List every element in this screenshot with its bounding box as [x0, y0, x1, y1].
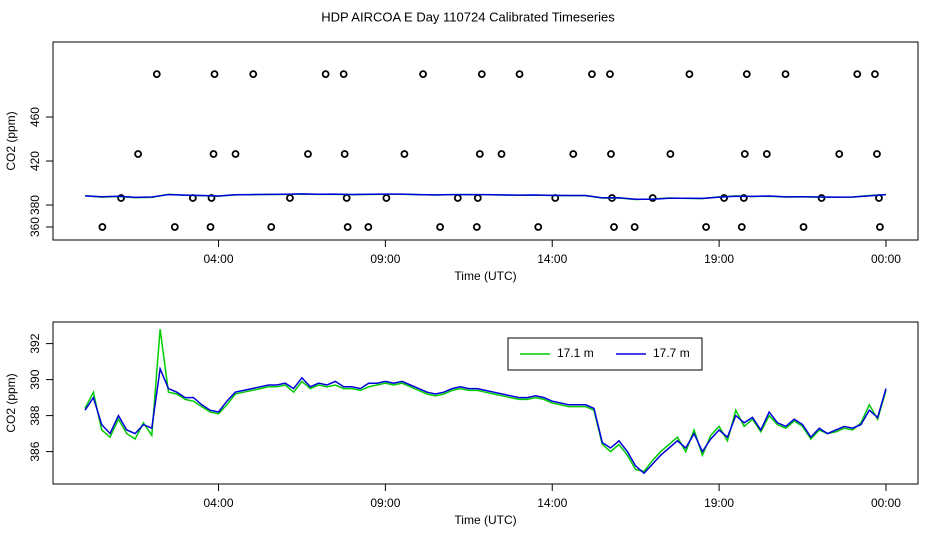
data-point	[475, 150, 484, 158]
data-point	[134, 150, 142, 158]
data-point	[497, 150, 506, 158]
data-point	[342, 194, 351, 202]
data-point	[648, 194, 657, 202]
data-point	[873, 150, 881, 158]
data-point	[473, 194, 482, 202]
data-point	[453, 194, 462, 202]
data-point	[152, 70, 161, 79]
legend-label: 17.7 m	[653, 346, 690, 360]
data-point	[606, 70, 614, 79]
y-tick-label: 420	[28, 151, 42, 171]
x-axis-label: Time (UTC)	[454, 269, 516, 283]
y-tick-label: 392	[28, 333, 42, 353]
data-point	[419, 70, 427, 79]
data-point	[267, 223, 276, 231]
data-point	[569, 150, 578, 158]
data-point	[286, 194, 294, 202]
data-point	[702, 223, 710, 231]
data-point	[588, 70, 596, 79]
data-point	[477, 70, 486, 79]
x-tick-label: 04:00	[204, 252, 234, 266]
data-point	[630, 223, 639, 231]
data-point	[739, 194, 748, 202]
data-point	[209, 150, 218, 158]
plot-frame	[52, 321, 919, 485]
x-tick-label: 09:00	[370, 252, 400, 266]
x-tick-label: 09:00	[370, 496, 400, 510]
data-point	[339, 70, 348, 79]
x-tick-label: 14:00	[537, 496, 567, 510]
y-tick-label: 388	[28, 405, 42, 425]
data-point	[231, 150, 240, 158]
x-tick-label: 00:00	[871, 252, 901, 266]
data-point	[515, 70, 524, 79]
data-line	[85, 193, 887, 201]
data-point	[666, 150, 675, 158]
data-point	[799, 223, 808, 231]
data-point	[737, 223, 746, 231]
y-axis-label: CO2 (ppm)	[4, 111, 18, 170]
data-point	[98, 223, 107, 231]
data-point	[742, 70, 751, 79]
data-point	[382, 194, 391, 202]
y-tick-label: 386	[28, 441, 42, 461]
data-point	[534, 223, 543, 231]
data-point	[304, 150, 312, 158]
data-point	[876, 223, 884, 231]
data-point	[364, 223, 373, 231]
data-point	[206, 223, 215, 231]
data-point	[607, 150, 615, 158]
x-tick-label: 04:00	[204, 496, 234, 510]
x-tick-label: 19:00	[704, 252, 734, 266]
data-point	[781, 70, 790, 79]
legend-label: 17.1 m	[557, 346, 594, 360]
data-point	[610, 223, 618, 231]
chart-title: HDP AIRCOA E Day 110724 Calibrated Times…	[321, 9, 615, 24]
data-point	[835, 150, 844, 158]
data-point	[210, 70, 219, 79]
data-point	[340, 150, 349, 158]
x-tick-label: 19:00	[704, 496, 734, 510]
data-line	[84, 366, 887, 475]
y-axis-label: CO2 (ppm)	[4, 373, 18, 432]
data-point	[343, 223, 352, 231]
x-tick-label: 00:00	[871, 496, 901, 510]
y-tick-label: 390	[28, 369, 42, 389]
y-tick-label: 360	[28, 217, 42, 237]
plot-frame	[52, 41, 919, 241]
data-point	[170, 223, 179, 231]
data-point	[685, 70, 694, 79]
data-point	[400, 150, 409, 158]
data-point	[871, 70, 879, 79]
data-line	[84, 329, 887, 473]
x-axis-label: Time (UTC)	[454, 513, 516, 527]
data-point	[762, 150, 771, 158]
data-point	[321, 70, 330, 79]
x-tick-label: 14:00	[537, 252, 567, 266]
y-tick-label: 380	[28, 195, 42, 215]
data-point	[207, 194, 216, 202]
data-point	[436, 223, 445, 231]
data-point	[740, 150, 749, 158]
data-point	[472, 223, 481, 231]
data-point	[249, 70, 258, 79]
data-point	[817, 194, 826, 202]
data-point	[117, 194, 125, 202]
data-point	[853, 70, 862, 79]
data-point	[720, 194, 729, 202]
y-tick-label: 460	[28, 107, 42, 127]
